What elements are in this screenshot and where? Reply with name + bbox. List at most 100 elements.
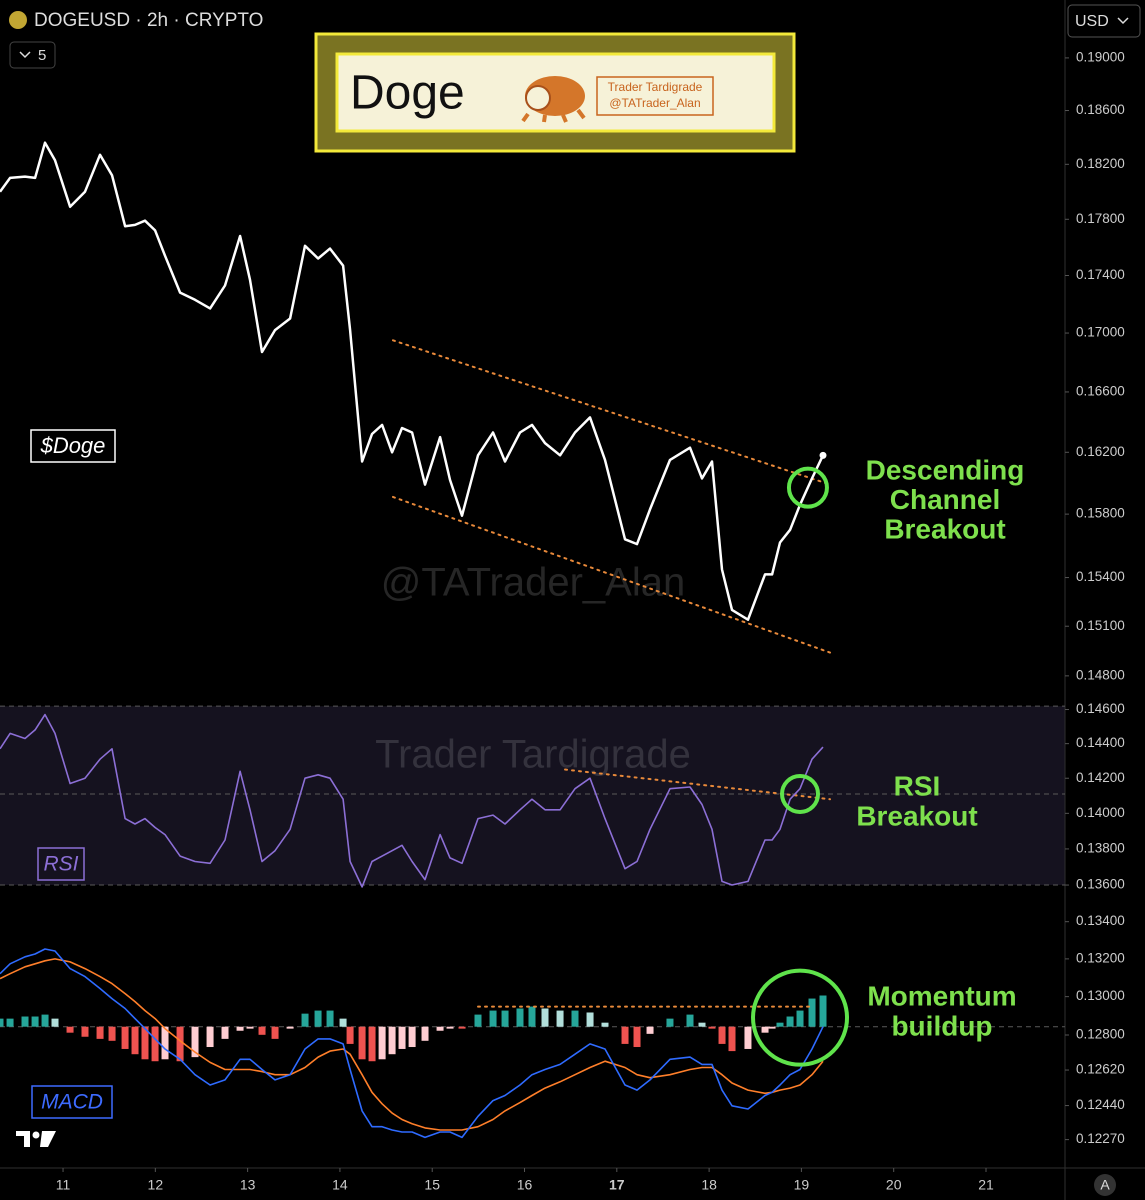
button-bg[interactable]	[1094, 1174, 1116, 1196]
histogram-bar	[776, 1022, 784, 1027]
histogram-bar	[271, 1026, 279, 1039]
currency-box[interactable]	[1067, 4, 1141, 38]
y-tick-label: 0.15400	[1076, 569, 1125, 584]
y-tick-label: 0.14000	[1076, 805, 1125, 820]
histogram-bar	[728, 1026, 736, 1052]
icon-legs	[521, 108, 586, 123]
watermark: Trader Tardigrade	[375, 733, 691, 777]
trendline	[564, 768, 832, 801]
chevron	[19, 51, 31, 59]
histogram-bar	[131, 1026, 139, 1055]
histogram-bar	[761, 1026, 769, 1033]
y-tick-label: 0.14200	[1076, 770, 1125, 785]
symbol-icon	[9, 11, 27, 29]
y-tick-label: 0.17800	[1076, 211, 1125, 226]
histogram-bar	[666, 1018, 674, 1027]
histogram-bar	[398, 1026, 406, 1049]
annotation: Channel	[890, 484, 1000, 515]
histogram-bar	[786, 1016, 794, 1027]
histogram-bar	[236, 1026, 244, 1031]
currency: USD	[1075, 13, 1109, 30]
histogram-bar	[31, 1016, 39, 1027]
logo-part	[40, 1131, 56, 1147]
histogram-bar	[0, 1018, 4, 1027]
histogram-bar	[458, 1026, 466, 1029]
y-tick-label: 0.14600	[1076, 701, 1125, 716]
histogram-bar	[446, 1026, 454, 1029]
handle: @TATrader_Alan	[609, 96, 700, 110]
histogram-bar	[768, 1026, 776, 1029]
currency-select[interactable]: USD	[1067, 4, 1141, 38]
histogram-bar	[646, 1026, 654, 1034]
histogram-bar	[66, 1026, 74, 1033]
histogram-bar	[744, 1026, 752, 1049]
histogram-bar	[556, 1010, 564, 1027]
x-tick-label: 20	[886, 1177, 902, 1193]
histogram-bar	[151, 1026, 159, 1062]
x-tick-label: 11	[56, 1177, 71, 1193]
x-tick-label: 12	[148, 1177, 164, 1193]
x-tick-label: 16	[517, 1177, 533, 1193]
auto-scale-button[interactable]: A	[1094, 1174, 1116, 1196]
y-tick-label: 0.14400	[1076, 735, 1125, 750]
icon-head	[525, 85, 551, 111]
histogram-bar	[501, 1010, 509, 1027]
trendline	[391, 339, 832, 486]
rsi-label: RSI	[43, 853, 78, 876]
y-tick-label: 0.12440	[1076, 1097, 1125, 1112]
annotation: Breakout	[884, 513, 1005, 544]
x-tick-label: 18	[701, 1177, 717, 1193]
highlight-circle	[786, 466, 829, 509]
y-tick-label: 0.19000	[1076, 49, 1125, 64]
y-tick-label: 0.13200	[1076, 950, 1125, 965]
tardigrade-icon	[521, 76, 586, 123]
histogram-bar	[141, 1026, 149, 1060]
banner-title: Doge	[350, 67, 465, 120]
histogram-bar	[339, 1018, 347, 1027]
indicator-line	[0, 713, 824, 888]
histogram-bar	[541, 1008, 549, 1027]
x-tick-label: 19	[794, 1177, 810, 1193]
histogram-bar	[408, 1026, 416, 1048]
highlight-circle	[751, 968, 850, 1067]
interval-toggle[interactable]: 5	[9, 41, 56, 69]
histogram-bar	[586, 1012, 594, 1027]
histogram-bar	[388, 1026, 396, 1055]
toggle-box[interactable]	[9, 41, 56, 69]
brand-box	[596, 76, 714, 116]
y-tick-label: 0.12270	[1076, 1131, 1125, 1146]
histogram-bar	[528, 1006, 536, 1027]
x-tick-label: 21	[978, 1177, 994, 1193]
y-tick-label: 0.12620	[1076, 1062, 1125, 1077]
annotation: Breakout	[856, 800, 977, 831]
y-tick-label: 0.12800	[1076, 1027, 1125, 1042]
indicator-line	[0, 958, 824, 1131]
macd-label: MACD	[41, 1091, 103, 1114]
rsi-label-box	[37, 847, 85, 881]
y-tick-label: 0.18600	[1076, 102, 1125, 117]
logo-part	[16, 1131, 30, 1147]
y-tick-label: 0.17400	[1076, 267, 1125, 282]
histogram-bar	[368, 1026, 376, 1062]
histogram-bar	[191, 1026, 199, 1058]
y-tick-label: 0.17000	[1076, 325, 1125, 340]
histogram-bar	[796, 1010, 804, 1027]
y-tick-label: 0.13400	[1076, 913, 1125, 928]
histogram-bar	[358, 1026, 366, 1060]
histogram-bar	[6, 1018, 14, 1027]
histogram-bar	[206, 1026, 214, 1048]
indicator-line	[0, 948, 824, 1139]
histogram-bar	[96, 1026, 104, 1039]
histogram-bar	[346, 1026, 354, 1044]
price-label: $Doge	[40, 433, 106, 458]
symbol-line: DOGEUSD · 2h · CRYPTO	[34, 10, 263, 31]
x-tick-label: 14	[332, 1177, 348, 1193]
histogram-bar	[474, 1014, 482, 1027]
histogram-bar	[176, 1026, 184, 1062]
histogram-bar	[686, 1014, 694, 1027]
histogram-bar	[221, 1026, 229, 1039]
macd-label-box	[31, 1085, 113, 1119]
histogram-bar	[516, 1008, 524, 1027]
